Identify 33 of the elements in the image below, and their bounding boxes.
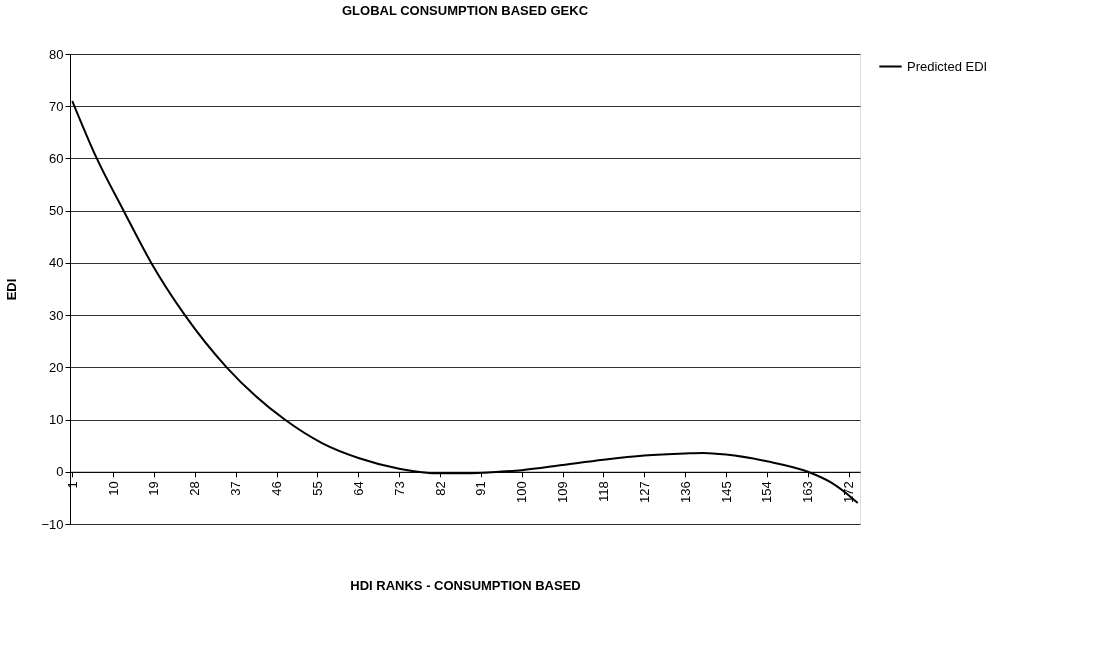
x-tick-label: 127	[636, 481, 652, 503]
x-tick-label: 55	[309, 481, 325, 496]
x-tick-label: 100	[514, 481, 530, 503]
legend-label: Predicted EDI	[907, 58, 988, 74]
x-tick-label: 118	[595, 481, 611, 503]
y-tick-label: 10	[49, 412, 64, 428]
x-tick-label: 73	[391, 481, 407, 496]
y-tick-label: 80	[49, 46, 64, 62]
x-tick-label: 37	[228, 481, 244, 496]
x-tick-label: 109	[555, 481, 571, 503]
x-tick-label: 154	[759, 481, 775, 503]
x-tick-label: 46	[269, 481, 285, 496]
x-tick-label: 172	[841, 481, 857, 503]
x-tick-label: 91	[473, 481, 489, 496]
y-tick-label: 70	[49, 98, 64, 114]
y-tick-label: 0	[56, 464, 64, 480]
y-tick-label: −10	[41, 516, 64, 532]
y-tick-label: 50	[49, 203, 64, 219]
y-tick-label: 30	[49, 307, 64, 323]
y-tick-label: 40	[49, 255, 64, 271]
y-tick-label: 20	[49, 359, 64, 375]
x-tick-label: 145	[718, 481, 734, 503]
x-tick-label: 19	[146, 481, 162, 496]
x-tick-label: 163	[800, 481, 816, 503]
x-tick-label: 136	[677, 481, 693, 503]
y-tick-label: 60	[49, 150, 64, 166]
x-tick-label: 82	[432, 481, 448, 496]
y-axis-title: EDI	[4, 278, 20, 301]
x-axis-title: HDI RANKS - CONSUMPTION BASED	[350, 578, 581, 594]
x-tick-label: 28	[187, 481, 203, 496]
chart-title: GLOBAL CONSUMPTION BASED GEKC	[341, 3, 589, 18]
x-tick-label: 64	[350, 481, 366, 496]
x-tick-label: 10	[105, 481, 121, 496]
